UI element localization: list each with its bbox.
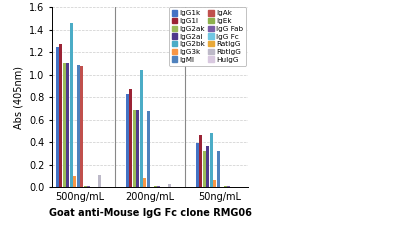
Y-axis label: Abs (405nm): Abs (405nm) [14,66,24,129]
Bar [143,178,146,187]
Bar [62,63,66,187]
Bar [196,143,199,187]
Bar [56,47,59,187]
Bar [132,110,136,187]
Bar [146,111,150,187]
Legend: IgG1k, IgG1l, IgG2ak, IgG2al, IgG2bk, IgG3k, IgMl, IgAk, IgEk, IgG Fab, IgG Fc, : IgG1k, IgG1l, IgG2ak, IgG2al, IgG2bk, Ig… [169,7,246,66]
Bar [80,66,84,187]
Bar [202,151,206,187]
Bar [126,94,129,187]
Bar [210,133,213,187]
Bar [66,63,70,187]
Bar [154,186,157,187]
Bar [70,23,73,187]
Bar [199,135,202,187]
Bar [224,186,227,187]
Bar [59,44,62,187]
Bar [76,65,80,187]
X-axis label: Goat anti-Mouse IgG Fc clone RMG06: Goat anti-Mouse IgG Fc clone RMG06 [48,208,252,218]
Bar [84,186,87,187]
Bar [136,110,140,187]
Bar [98,175,101,187]
Bar [73,176,76,187]
Bar [140,70,143,187]
Bar [227,186,230,187]
Bar [168,184,171,187]
Bar [87,186,90,187]
Bar [157,186,160,187]
Bar [216,151,220,187]
Bar [129,89,132,187]
Bar [206,146,210,187]
Bar [213,180,216,187]
